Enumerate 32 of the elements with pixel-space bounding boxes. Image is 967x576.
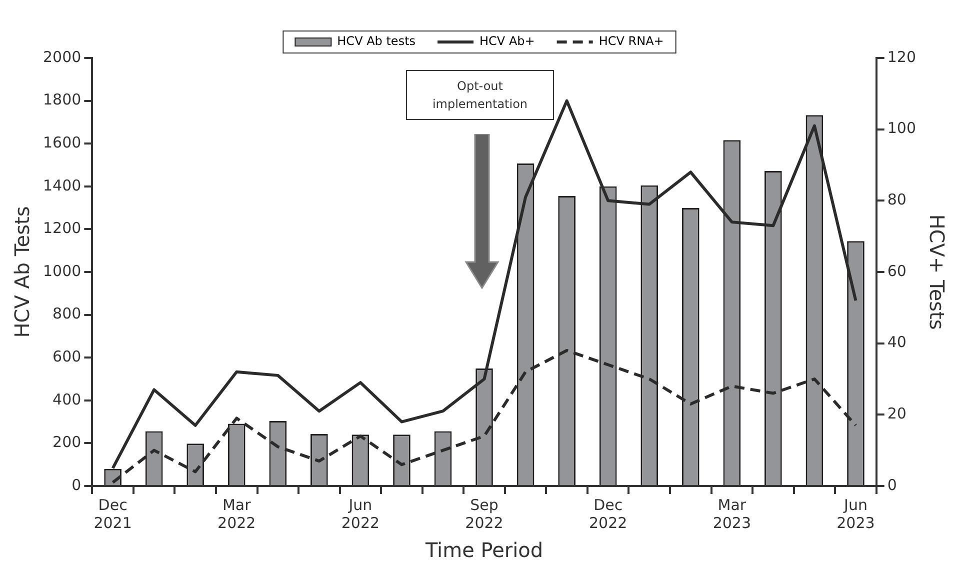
y-tick-label: 800 (52, 304, 82, 323)
legend-label: HCV Ab+ (480, 34, 535, 48)
y-tick-label: 1800 (42, 90, 82, 109)
y-tick-label: 1200 (42, 219, 82, 238)
y-tick-label: 200 (52, 433, 82, 452)
x-tick-label: Jun 2023 (836, 496, 875, 532)
y2-axis-title: HCV+ Tests (924, 214, 949, 330)
y-tick-label: 2000 (42, 48, 82, 66)
y2-tick-label: 100 (887, 119, 916, 138)
y2-tick-label: 120 (887, 48, 916, 66)
y-tick-label: 400 (52, 390, 82, 408)
y-tick-label: 0 (72, 476, 82, 494)
y2-tick-label: 0 (887, 476, 897, 494)
y2-tick-label: 60 (887, 262, 906, 280)
x-tick-label: Jun 2022 (341, 496, 380, 532)
y2-tick-label: 40 (887, 333, 906, 352)
x-tick-label: Dec 2022 (589, 496, 628, 532)
x-axis-title: Time Period (424, 538, 544, 562)
y-tick-label: 1600 (42, 133, 82, 152)
y2-tick-label: 20 (887, 404, 906, 423)
annotation: Opt-out implementation (406, 70, 554, 120)
x-tick-label: Dec 2021 (94, 496, 132, 532)
y-tick-label: 600 (52, 347, 82, 366)
y2-tick-label: 80 (887, 190, 906, 209)
legend-label: HCV RNA+ (598, 34, 664, 48)
y-axis-title: HCV Ab Tests (10, 206, 34, 338)
x-tick-label: Mar 2022 (218, 496, 256, 532)
x-tick-label: Sep 2022 (465, 496, 504, 532)
legend-label: HCV Ab tests (337, 34, 416, 48)
y-tick-label: 1400 (42, 176, 82, 194)
y-tick-label: 1000 (42, 262, 82, 280)
x-tick-label: Mar 2023 (712, 496, 752, 532)
